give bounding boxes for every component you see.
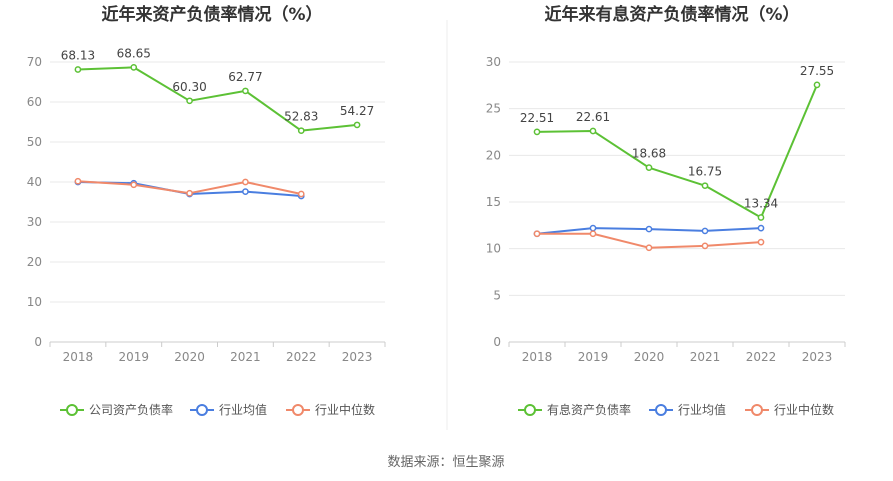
data-point[interactable] — [645, 244, 653, 252]
data-point[interactable] — [701, 182, 709, 190]
data-label: 27.55 — [800, 64, 834, 78]
y-tick-label: 10 — [486, 242, 501, 256]
data-point[interactable] — [645, 164, 653, 172]
y-tick-label: 10 — [27, 295, 42, 309]
data-label: 22.51 — [520, 111, 554, 125]
legend-label: 行业中位数 — [315, 402, 375, 417]
x-tick-label: 2023 — [342, 350, 373, 364]
data-point[interactable] — [645, 225, 653, 233]
legend-marker-icon — [196, 404, 208, 416]
y-tick-label: 20 — [486, 148, 501, 162]
data-point[interactable] — [242, 188, 249, 195]
x-tick-label: 2022 — [746, 350, 777, 364]
x-tick-label: 2019 — [118, 350, 149, 364]
y-tick-label: 70 — [27, 55, 42, 69]
y-tick-label: 0 — [493, 335, 501, 349]
data-point[interactable] — [242, 87, 249, 95]
data-label: 54.27 — [340, 104, 374, 118]
legend-item[interactable]: 行业中位数 — [745, 402, 834, 417]
y-tick-label: 25 — [486, 102, 501, 116]
data-point[interactable] — [74, 66, 82, 73]
data-point[interactable] — [353, 121, 361, 129]
data-point[interactable] — [186, 189, 193, 197]
y-tick-label: 30 — [486, 55, 501, 69]
x-tick-label: 2023 — [802, 350, 833, 364]
x-tick-label: 2020 — [634, 350, 665, 364]
legend-item[interactable]: 公司资产负债率 — [60, 402, 173, 417]
x-tick-label: 2019 — [578, 350, 609, 364]
data-point[interactable] — [589, 230, 597, 238]
series-line — [77, 66, 358, 132]
interest-bearing-debt-ratio-chart: 近年来有息资产负债率情况（%） 0 5 10 15 20 25 30 2018 2019 2020 2… — [486, 4, 846, 417]
data-point[interactable] — [589, 127, 597, 135]
x-tick-label: 2021 — [230, 350, 261, 364]
y-tick-label: 40 — [27, 175, 42, 189]
data-point[interactable] — [701, 242, 709, 250]
legend-item[interactable]: 有息资产负债率 — [518, 402, 631, 417]
y-tick-label: 60 — [27, 95, 42, 109]
data-point[interactable] — [757, 238, 765, 246]
legend-label: 公司资产负债率 — [89, 402, 173, 417]
data-point[interactable] — [130, 64, 138, 71]
data-label: 18.68 — [632, 147, 666, 161]
data-point[interactable] — [74, 177, 82, 185]
data-point[interactable] — [701, 227, 709, 235]
legend-item[interactable]: 行业中位数 — [286, 402, 375, 417]
chart-title: 近年来资产负债率情况（%） — [101, 4, 322, 25]
data-point[interactable] — [533, 230, 541, 238]
data-point[interactable] — [242, 178, 249, 186]
legend-item[interactable]: 行业均值 — [649, 402, 726, 417]
data-point[interactable] — [130, 181, 138, 189]
series-line — [536, 84, 818, 219]
x-tick-label: 2022 — [286, 350, 317, 364]
data-label: 60.30 — [172, 80, 206, 94]
data-point[interactable] — [757, 224, 765, 232]
legend-marker-icon — [292, 404, 304, 416]
legend-marker-icon — [655, 404, 667, 416]
data-point[interactable] — [297, 127, 305, 135]
data-point[interactable] — [757, 214, 765, 221]
y-tick-label: 5 — [493, 288, 501, 302]
y-tick-label: 30 — [27, 215, 42, 229]
data-label: 13.34 — [744, 196, 778, 210]
y-tick-label: 20 — [27, 255, 42, 269]
legend-label: 行业均值 — [678, 402, 726, 417]
data-point[interactable] — [533, 128, 541, 136]
x-tick-label: 2021 — [690, 350, 721, 364]
legend-marker-icon — [524, 404, 536, 416]
x-tick-label: 2018 — [63, 350, 94, 364]
x-tick-label: 2020 — [174, 350, 205, 364]
data-point[interactable] — [813, 81, 821, 89]
data-point[interactable] — [297, 190, 305, 198]
chart-title: 近年来有息资产负债率情况（%） — [544, 4, 799, 25]
data-label: 68.65 — [117, 46, 151, 60]
legend-item[interactable]: 行业均值 — [190, 402, 267, 417]
data-point[interactable] — [186, 97, 193, 105]
data-label: 52.83 — [284, 110, 318, 124]
legend-label: 行业中位数 — [774, 402, 834, 417]
x-tick-label: 2018 — [522, 350, 553, 364]
data-point[interactable] — [589, 224, 597, 232]
y-tick-label: 15 — [486, 195, 501, 209]
data-label: 16.75 — [688, 165, 722, 179]
y-tick-label: 0 — [34, 335, 42, 349]
legend-label: 行业均值 — [219, 402, 267, 417]
legend-marker-icon — [66, 404, 78, 416]
y-tick-label: 50 — [27, 135, 42, 149]
data-label: 62.77 — [228, 70, 262, 84]
legend-label: 有息资产负债率 — [547, 402, 631, 417]
legend-marker-icon — [751, 404, 763, 416]
debt-ratio-chart: 近年来资产负债率情况（%） 0 10 20 30 40 50 60 70 2018 2019 2020… — [27, 4, 386, 417]
data-label: 68.13 — [61, 48, 95, 62]
data-label: 22.61 — [576, 110, 610, 124]
data-source-label: 数据来源：恒生聚源 — [387, 455, 504, 470]
